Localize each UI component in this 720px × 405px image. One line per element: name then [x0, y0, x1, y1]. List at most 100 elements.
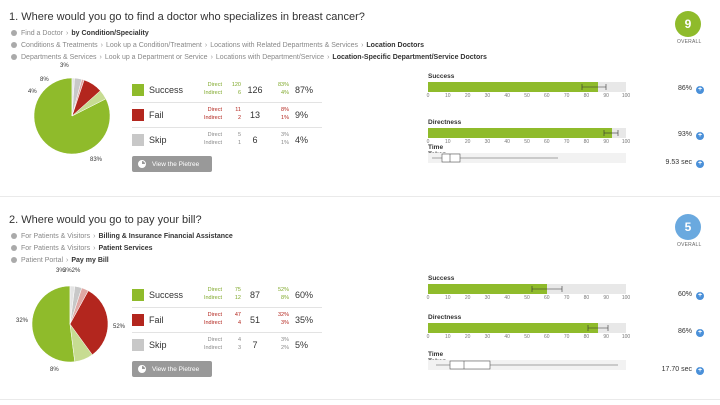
path-list: Find a Doctor › by Condition/Speciality C…	[11, 27, 487, 63]
path-list: For Patients & Visitors › Billing & Insur…	[11, 230, 233, 266]
indirect-label: Indirect	[203, 115, 222, 121]
total-count: 7	[252, 340, 258, 350]
success-expand-icon[interactable]: +	[696, 292, 704, 300]
direct-percent: 3%	[281, 337, 289, 343]
pietree-icon	[138, 365, 146, 373]
directness-expand-icon[interactable]: +	[696, 132, 704, 140]
result-name: Success	[149, 85, 184, 95]
pie-label: 8%	[40, 77, 49, 83]
result-name: Skip	[149, 340, 167, 350]
time-expand-icon[interactable]: +	[696, 160, 704, 168]
result-name: Fail	[149, 315, 164, 325]
direct-percent: 32%	[277, 312, 289, 318]
total-count: 51	[249, 315, 260, 325]
axis-ticks: 0 10 20 30 40 50 60 70 80 90 100	[427, 93, 631, 101]
indirect-count: 3	[237, 345, 241, 351]
path-row: For Patients & Visitors › Patient Service…	[11, 242, 233, 254]
success-bar-fill	[428, 82, 599, 92]
indirect-percent: 4%	[281, 90, 289, 96]
axis-ticks: 0 10 20 30 40 50 60 70 80 90 100	[427, 295, 631, 303]
pie-label: 52%	[113, 324, 126, 330]
path-separator-icon: ›	[99, 53, 102, 61]
pie-label: 3%	[56, 268, 65, 274]
axis-tick-label: 70	[563, 93, 570, 99]
path-segment: Billing & Insurance Financial Assistance	[98, 232, 233, 240]
pie-slice-skip-indirect	[69, 285, 76, 325]
directness-expand-icon[interactable]: +	[696, 329, 704, 337]
indirect-label: Indirect	[203, 345, 222, 351]
axis-tick-label: 50	[524, 295, 530, 301]
axis-tick-label: 90	[603, 334, 609, 340]
axis-tick-label: 90	[603, 295, 609, 301]
direct-label: Direct	[207, 132, 222, 138]
direct-label: Direct	[207, 312, 222, 318]
pie-slice-skip-indirect	[71, 77, 75, 117]
indirect-label: Indirect	[203, 90, 222, 96]
indirect-count: 6	[237, 90, 241, 96]
row-divider	[132, 102, 322, 103]
direct-label: Direct	[207, 287, 222, 293]
axis-tick-label: 100	[621, 93, 631, 99]
axis-tick-label: 0	[426, 139, 430, 145]
axis-tick-label: 60	[544, 295, 550, 301]
axis-tick-label: 100	[621, 139, 631, 145]
axis-tick-label: 50	[524, 139, 530, 145]
total-percent: 4%	[295, 135, 309, 145]
total-count: 13	[249, 110, 260, 120]
metric-title: Success	[428, 73, 455, 80]
indirect-label: Indirect	[203, 320, 222, 326]
result-row-skip: Skip Direct Indirect 4 3 7 3% 2% 5%	[132, 334, 322, 357]
pie-label: 8%	[50, 367, 59, 373]
path-segment: Look up a Department or Service	[104, 53, 208, 61]
success-bar-fill	[428, 284, 547, 294]
path-separator-icon: ›	[327, 53, 330, 61]
fail-swatch	[132, 109, 144, 121]
directness-bar-track	[428, 323, 626, 333]
success-value: 60%	[677, 291, 692, 298]
time-expand-icon[interactable]: +	[696, 367, 704, 375]
axis-tick-label: 40	[504, 139, 510, 145]
row-divider	[132, 127, 322, 128]
axis-tick-label: 100	[621, 334, 631, 340]
axis-tick-label: 50	[524, 334, 530, 340]
metric-title: Success	[428, 275, 455, 282]
path-bullet-icon	[11, 245, 17, 251]
axis-tick-label: 80	[583, 93, 590, 99]
path-segment: Locations with Department/Service	[215, 53, 325, 61]
success-error-bar	[531, 286, 563, 292]
total-percent: 9%	[295, 110, 309, 120]
result-row-success: Success Direct Indirect 120 6 126 83% 4%…	[132, 79, 322, 102]
path-bullet-icon	[11, 257, 17, 263]
axis-tick-label: 30	[484, 334, 491, 340]
section-divider	[0, 399, 720, 400]
path-row: Conditions & Treatments › Look up a Condi…	[11, 39, 487, 51]
total-percent: 87%	[295, 85, 314, 95]
time-value: 9.53 sec	[665, 159, 692, 166]
overall-score-label: OVERALL	[677, 242, 702, 248]
metric-title: Directness	[428, 119, 462, 126]
directness-bar-fill	[428, 128, 613, 138]
view-pietree-button[interactable]: View the Pietree	[132, 156, 212, 172]
pie-label: 3%2%	[63, 268, 81, 274]
axis-tick-label: 80	[583, 139, 590, 145]
path-row: Find a Doctor › by Condition/Speciality	[11, 27, 487, 39]
pie-slice-fail-direct	[69, 290, 109, 356]
path-bullet-icon	[11, 233, 17, 239]
success-bar-track	[428, 82, 626, 92]
skip-swatch	[132, 339, 144, 351]
indirect-count: 12	[234, 295, 241, 301]
axis-tick-label: 30	[484, 93, 491, 99]
result-row-success: Success Direct Indirect 75 12 87 52% 8% …	[132, 284, 322, 307]
results-pie-chart	[33, 77, 111, 155]
path-segment: Location Doctors	[366, 41, 424, 49]
indirect-percent: 1%	[281, 140, 289, 146]
success-expand-icon[interactable]: +	[696, 86, 704, 94]
view-pietree-button[interactable]: View the Pietree	[132, 361, 212, 377]
time-boxplot-shape	[436, 360, 618, 370]
path-segment: by Condition/Speciality	[71, 29, 149, 37]
path-bullet-icon	[11, 42, 17, 48]
row-divider	[132, 332, 322, 333]
axis-tick-label: 80	[583, 295, 590, 301]
path-separator-icon: ›	[93, 244, 96, 252]
directness-bar-track	[428, 128, 626, 138]
